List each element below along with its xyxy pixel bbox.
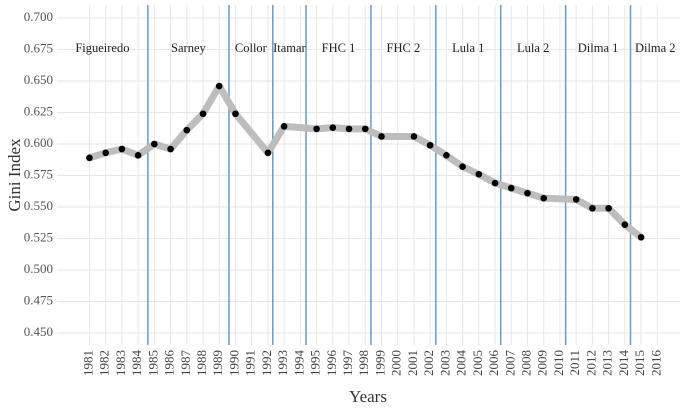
- x-tick-label: 1982: [97, 350, 112, 376]
- era-label: Lula 2: [517, 41, 549, 55]
- data-point: [199, 110, 207, 118]
- data-point: [134, 152, 142, 159]
- data-point: [475, 170, 483, 178]
- x-tick-label: 1998: [356, 350, 371, 376]
- x-tick-label: 1994: [291, 350, 306, 377]
- y-tick-label: 0.450: [24, 324, 53, 339]
- x-tick-label: 2015: [632, 350, 647, 376]
- x-tick-label: 1995: [308, 350, 323, 376]
- x-tick-label: 2001: [405, 350, 420, 376]
- x-tick-label: 2011: [567, 350, 582, 376]
- data-point: [361, 125, 369, 133]
- x-tick-label: 2010: [551, 350, 566, 376]
- data-point: [118, 145, 126, 153]
- data-point: [86, 154, 93, 162]
- x-tick-label: 2016: [648, 350, 663, 377]
- data-point: [329, 124, 337, 131]
- x-tick-label: 2002: [421, 350, 436, 376]
- data-point: [410, 133, 418, 140]
- x-tick-label: 2014: [616, 350, 631, 377]
- data-point: [572, 196, 580, 203]
- y-axis-title: Gini Index: [5, 138, 24, 212]
- y-tick-label: 0.525: [24, 229, 53, 244]
- data-point: [378, 133, 385, 140]
- data-point: [345, 125, 353, 133]
- x-tick-label: 1997: [340, 350, 355, 377]
- x-tick-label: 2009: [535, 350, 550, 376]
- y-tick-label: 0.650: [24, 72, 53, 87]
- data-point: [102, 149, 109, 157]
- x-tick-label: 2003: [437, 350, 452, 376]
- data-point: [232, 110, 239, 118]
- x-tick-label: 1986: [162, 350, 177, 377]
- data-point: [507, 184, 515, 192]
- x-tick-label: 2005: [470, 350, 485, 376]
- y-tick-label: 0.700: [24, 9, 53, 24]
- data-point: [589, 204, 596, 212]
- era-label: FHC 1: [322, 41, 356, 55]
- x-tick-label: 1987: [178, 350, 193, 377]
- x-tick-label: 1992: [259, 350, 274, 376]
- y-tick-label: 0.625: [24, 103, 53, 118]
- y-tick-label: 0.500: [24, 261, 53, 276]
- x-tick-label: 1988: [194, 350, 209, 376]
- y-tick-label: 0.575: [24, 166, 53, 181]
- era-label: Dilma 1: [578, 41, 619, 55]
- data-point: [280, 123, 288, 130]
- x-tick-label: 1985: [145, 350, 160, 376]
- x-tick-label: 1983: [113, 350, 128, 376]
- x-tick-label: 2004: [454, 350, 469, 377]
- x-tick-label: 2000: [389, 350, 404, 376]
- data-point: [459, 163, 466, 170]
- era-label: Lula 1: [452, 41, 484, 55]
- data-point: [491, 179, 499, 187]
- data-point: [621, 221, 629, 228]
- x-tick-label: 1996: [324, 350, 339, 377]
- x-tick-label: 1999: [372, 350, 387, 376]
- data-point: [215, 82, 223, 90]
- data-point: [540, 194, 548, 202]
- y-tick-label: 0.600: [24, 135, 53, 150]
- x-tick-label: 1990: [226, 350, 241, 376]
- x-tick-label: 2013: [600, 350, 615, 376]
- era-label: Sarney: [171, 41, 206, 55]
- y-tick-label: 0.550: [24, 198, 53, 213]
- x-tick-label: 1991: [243, 350, 258, 376]
- era-label: FHC 2: [387, 41, 421, 55]
- x-axis-title: Years: [349, 387, 387, 406]
- x-tick-label: 2006: [486, 350, 501, 377]
- era-label: Dilma 2: [635, 41, 676, 55]
- data-point: [183, 126, 191, 134]
- data-point: [605, 204, 612, 212]
- data-point: [264, 149, 272, 157]
- data-point: [167, 145, 174, 153]
- x-tick-label: 1981: [80, 350, 95, 376]
- y-tick-label: 0.475: [24, 293, 53, 308]
- era-label: Itamar: [273, 41, 306, 55]
- x-tick-label: 2012: [583, 350, 598, 376]
- data-point: [637, 233, 645, 241]
- x-tick-label: 1989: [210, 350, 225, 376]
- x-tick-label: 1984: [129, 350, 144, 377]
- x-tick-label: 2007: [502, 350, 517, 377]
- data-point: [151, 140, 158, 148]
- era-label: Collor: [235, 41, 268, 55]
- y-tick-label: 0.675: [24, 40, 53, 55]
- data-point: [426, 141, 434, 149]
- x-tick-label: 2008: [518, 350, 533, 376]
- era-label: Figueiredo: [75, 41, 129, 55]
- data-point: [443, 152, 450, 159]
- data-point: [313, 125, 320, 133]
- data-point: [524, 189, 531, 197]
- x-tick-label: 1993: [275, 350, 290, 376]
